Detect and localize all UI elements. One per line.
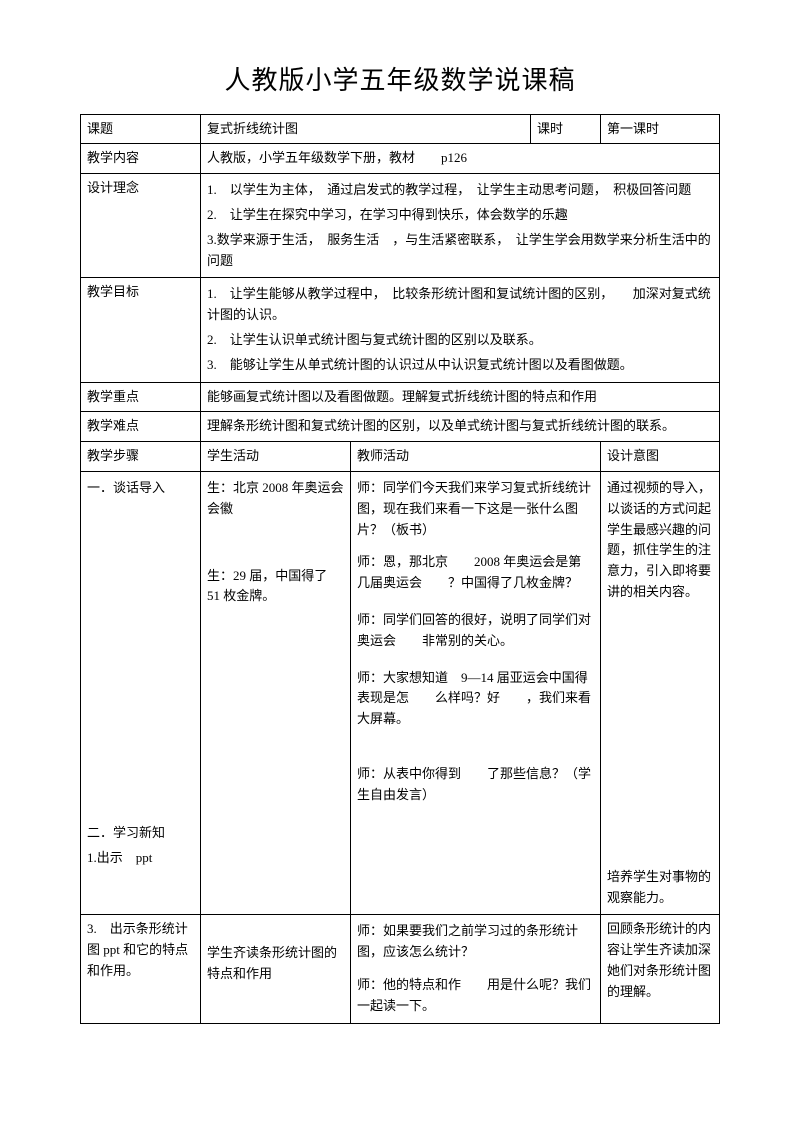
lesson-plan-table: 课题 复式折线统计图 课时 第一课时 教学内容 人教版，小学五年级数学下册，教材… bbox=[80, 114, 720, 1024]
table-row: 3. 出示条形统计图 ppt 和它的特点和作用。 学生齐读条形统计图的特点和作用… bbox=[81, 915, 720, 1023]
page-title: 人教版小学五年级数学说课稿 bbox=[80, 60, 720, 102]
cell-value: 能够画复式统计图以及看图做题。理解复式折线统计图的特点和作用 bbox=[201, 382, 720, 412]
cell-step: 3. 出示条形统计图 ppt 和它的特点和作用。 bbox=[81, 915, 201, 1023]
cell-label: 课时 bbox=[531, 114, 601, 144]
text-line: 1. 以学生为主体， 通过启发式的教学过程， 让学生主动思考问题， 积极回答问题 bbox=[207, 178, 713, 203]
cell-value: 1. 以学生为主体， 通过启发式的教学过程， 让学生主动思考问题， 积极回答问题… bbox=[201, 174, 720, 278]
cell-value: 复式折线统计图 bbox=[201, 114, 531, 144]
text-line: 2. 让学生认识单式统计图与复式统计图的区别以及联系。 bbox=[207, 328, 713, 353]
cell-label: 设计理念 bbox=[81, 174, 201, 278]
text-line: 师：同学们今天我们来学习复式折线统计图，现在我们来看一下这是一张什么图片？（板书… bbox=[357, 476, 594, 542]
cell-header: 教师活动 bbox=[351, 442, 601, 472]
table-row: 设计理念 1. 以学生为主体， 通过启发式的教学过程， 让学生主动思考问题， 积… bbox=[81, 174, 720, 278]
cell-student: 生：北京 2008 年奥运会会徽 生：29 届，中国得了 51 枚金牌。 bbox=[201, 471, 351, 914]
cell-teacher: 师：同学们今天我们来学习复式折线统计图，现在我们来看一下这是一张什么图片？（板书… bbox=[351, 471, 601, 914]
text-line: 师：从表中你得到 了那些信息？（学生自由发言） bbox=[357, 762, 594, 808]
table-row: 教学内容 人教版，小学五年级数学下册，教材 p126 bbox=[81, 144, 720, 174]
table-row: 课题 复式折线统计图 课时 第一课时 bbox=[81, 114, 720, 144]
text-line: 师：他的特点和作 用是什么呢？我们一起读一下。 bbox=[357, 973, 594, 1019]
cell-label: 教学目标 bbox=[81, 278, 201, 382]
table-row: 教学重点 能够画复式统计图以及看图做题。理解复式折线统计图的特点和作用 bbox=[81, 382, 720, 412]
cell-intent: 通过视频的导入，以谈话的方式问起学生最感兴趣的问题，抓住学生的注意力，引入即将要… bbox=[601, 471, 720, 914]
text-line: 师：大家想知道 9—14 届亚运会中国得表现是怎 么样吗？好 ，我们来看大屏幕。 bbox=[357, 666, 594, 732]
text-line: 生：北京 2008 年奥运会会徽 bbox=[207, 476, 344, 522]
text-line: 二．学习新知 bbox=[87, 821, 194, 846]
cell-value: 人教版，小学五年级数学下册，教材 p126 bbox=[201, 144, 720, 174]
text-line: 一．谈话导入 bbox=[87, 476, 194, 501]
text-line: 3.数学来源于生活， 服务生活 ，与生活紧密联系， 让学生学会用数学来分析生活中… bbox=[207, 228, 713, 274]
text-line: 生：29 届，中国得了 51 枚金牌。 bbox=[207, 564, 344, 610]
cell-label: 教学内容 bbox=[81, 144, 201, 174]
table-row: 教学目标 1. 让学生能够从教学过程中， 比较条形统计图和复试统计图的区别， 加… bbox=[81, 278, 720, 382]
text-line: 1.出示 ppt bbox=[87, 846, 194, 871]
cell-student: 学生齐读条形统计图的特点和作用 bbox=[201, 915, 351, 1023]
cell-label: 教学难点 bbox=[81, 412, 201, 442]
table-row: 教学步骤 学生活动 教师活动 设计意图 bbox=[81, 442, 720, 472]
table-row: 教学难点 理解条形统计图和复式统计图的区别，以及单式统计图与复式折线统计图的联系… bbox=[81, 412, 720, 442]
cell-teacher: 师：如果要我们之前学习过的条形统计图，应该怎么统计？ 师：他的特点和作 用是什么… bbox=[351, 915, 601, 1023]
cell-value: 理解条形统计图和复式统计图的区别，以及单式统计图与复式折线统计图的联系。 bbox=[201, 412, 720, 442]
text-line: 学生齐读条形统计图的特点和作用 bbox=[207, 941, 344, 987]
text-line: 师：如果要我们之前学习过的条形统计图，应该怎么统计？ bbox=[357, 919, 594, 965]
text-line: 培养学生对事物的观察能力。 bbox=[607, 865, 713, 911]
cell-label: 课题 bbox=[81, 114, 201, 144]
text-line: 3. 能够让学生从单式统计图的认识过从中认识复式统计图以及看图做题。 bbox=[207, 353, 713, 378]
table-row: 一．谈话导入 二．学习新知 1.出示 ppt 生：北京 2008 年奥运会会徽 … bbox=[81, 471, 720, 914]
cell-label: 教学重点 bbox=[81, 382, 201, 412]
cell-intent: 回顾条形统计的内容让学生齐读加深她们对条形统计图的理解。 bbox=[601, 915, 720, 1023]
cell-header: 设计意图 bbox=[601, 442, 720, 472]
cell-header: 学生活动 bbox=[201, 442, 351, 472]
cell-step: 一．谈话导入 二．学习新知 1.出示 ppt bbox=[81, 471, 201, 914]
cell-value: 第一课时 bbox=[601, 114, 720, 144]
text-line: 通过视频的导入，以谈话的方式问起学生最感兴趣的问题，抓住学生的注意力，引入即将要… bbox=[607, 476, 713, 605]
text-line: 师：同学们回答的很好，说明了同学们对奥运会 非常别的关心。 bbox=[357, 608, 594, 654]
text-line: 师：恩，那北京 2008 年奥运会是第几届奥运会 ？中国得了几枚金牌？ bbox=[357, 550, 594, 596]
text-line: 1. 让学生能够从教学过程中， 比较条形统计图和复试统计图的区别， 加深对复式统… bbox=[207, 282, 713, 328]
cell-header: 教学步骤 bbox=[81, 442, 201, 472]
text-line: 2. 让学生在探究中学习，在学习中得到快乐，体会数学的乐趣 bbox=[207, 203, 713, 228]
cell-value: 1. 让学生能够从教学过程中， 比较条形统计图和复试统计图的区别， 加深对复式统… bbox=[201, 278, 720, 382]
